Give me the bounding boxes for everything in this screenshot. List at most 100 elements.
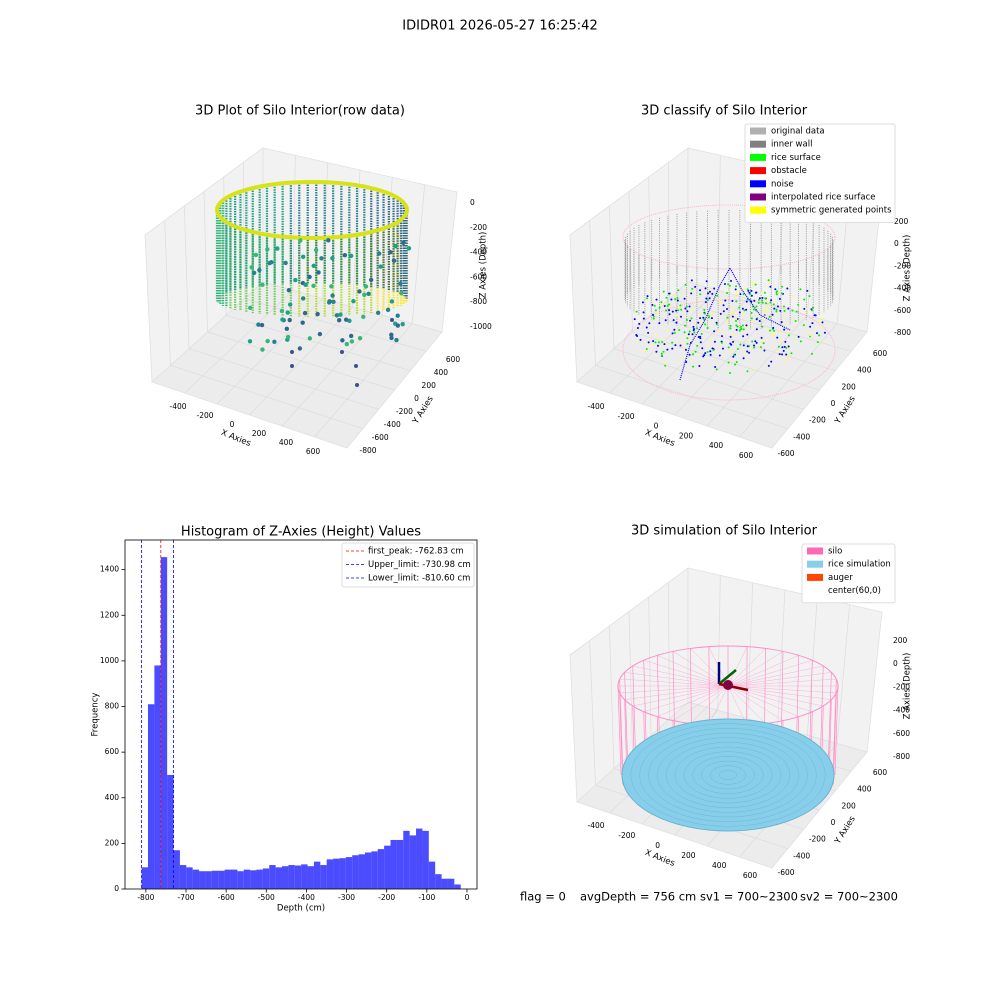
- class-point: [689, 340, 692, 343]
- class-point: [771, 313, 774, 316]
- legend-swatch: [750, 153, 766, 161]
- class-point: [772, 303, 775, 306]
- class-point: [689, 319, 692, 322]
- y-tick-label: 1000: [100, 656, 119, 665]
- class-point: [803, 307, 806, 310]
- z-tick-label: 0: [893, 659, 898, 668]
- class-point: [784, 340, 787, 343]
- bar: [230, 869, 238, 889]
- class-point: [677, 309, 680, 312]
- class-point: [742, 344, 745, 347]
- class-point: [797, 303, 800, 306]
- bar: [345, 857, 353, 889]
- rice-grid: [666, 742, 790, 808]
- bar: [173, 850, 180, 889]
- bar: [396, 839, 404, 889]
- class-point: [785, 353, 788, 356]
- floor-point: [334, 313, 340, 318]
- class-point: [799, 288, 802, 291]
- class-point: [755, 328, 758, 331]
- bar: [288, 865, 295, 889]
- status-text: sv1 = 700~2300: [700, 890, 798, 904]
- class-point: [647, 341, 650, 344]
- class-point: [775, 293, 778, 296]
- class-point: [775, 308, 778, 311]
- class-point: [641, 301, 644, 304]
- class-point: [658, 322, 661, 325]
- x-tick-label: 200: [252, 429, 267, 438]
- class-point: [702, 316, 705, 319]
- legend-box: [341, 542, 475, 588]
- pane-grid: [589, 220, 596, 366]
- pane-grid: [648, 176, 652, 316]
- class-point: [685, 361, 688, 364]
- class-point: [776, 305, 779, 308]
- pane-grid: [667, 162, 670, 299]
- class-point: [658, 306, 661, 309]
- bar: [441, 878, 448, 889]
- pane-grid: [648, 596, 652, 736]
- class-point: [653, 304, 656, 307]
- class-point: [694, 285, 697, 288]
- class-point: [755, 291, 758, 294]
- class-point: [671, 332, 674, 335]
- class-point: [794, 320, 797, 323]
- silo-wire: [624, 672, 729, 687]
- class-point: [768, 329, 771, 332]
- class-point: [673, 294, 676, 297]
- class-point: [652, 315, 655, 318]
- floor-point: [249, 265, 254, 270]
- class-point: [735, 328, 738, 331]
- y-tick-label: -800: [359, 446, 376, 455]
- floor-point: [344, 341, 350, 347]
- class-point: [735, 292, 738, 295]
- class-point: [787, 345, 790, 348]
- class-point: [744, 352, 747, 355]
- silo-wire: [781, 651, 784, 728]
- floor-point: [298, 238, 303, 243]
- class-point: [822, 317, 825, 320]
- class-point: [821, 321, 824, 324]
- panel-title: 3D Plot of Silo Interior(row data): [195, 104, 405, 119]
- class-point: [699, 289, 702, 292]
- class-point: [754, 340, 757, 343]
- pane-grid: [164, 220, 171, 366]
- class-point: [665, 296, 668, 299]
- x-tick-label: -200: [196, 411, 213, 420]
- floor-point: [283, 260, 288, 266]
- class-point: [699, 341, 702, 344]
- class-point: [636, 326, 639, 329]
- silo-wire: [672, 651, 675, 728]
- floor-point: [385, 307, 391, 313]
- top-rim: [215, 180, 409, 240]
- z-tick-label: -600: [470, 272, 487, 281]
- z-tick-label: -200: [894, 261, 911, 270]
- class-point: [767, 282, 770, 285]
- floor-point: [326, 238, 331, 243]
- bar: [435, 874, 442, 889]
- y-tick-label: -600: [777, 449, 794, 458]
- class-point: [791, 295, 794, 298]
- class-point: [723, 283, 726, 286]
- legend-label: auger: [828, 573, 853, 583]
- x-tick-label: 400: [279, 438, 294, 447]
- class-point: [820, 325, 823, 328]
- class-point: [725, 320, 728, 323]
- class-point: [655, 298, 658, 301]
- class-point: [745, 324, 748, 327]
- class-point: [642, 311, 645, 314]
- floor-point: [338, 312, 343, 317]
- class-point: [750, 294, 753, 297]
- floor-point: [401, 240, 406, 245]
- bar: [262, 868, 270, 889]
- floor-point: [389, 335, 394, 341]
- z-tick-label: -600: [893, 729, 910, 738]
- floor-point: [280, 317, 285, 322]
- class-point: [664, 309, 667, 312]
- class-point: [688, 305, 691, 308]
- outlier-point: [340, 350, 344, 354]
- class-point: [689, 310, 692, 313]
- class-point: [675, 309, 678, 312]
- class-point: [685, 319, 688, 322]
- class-point: [760, 336, 763, 339]
